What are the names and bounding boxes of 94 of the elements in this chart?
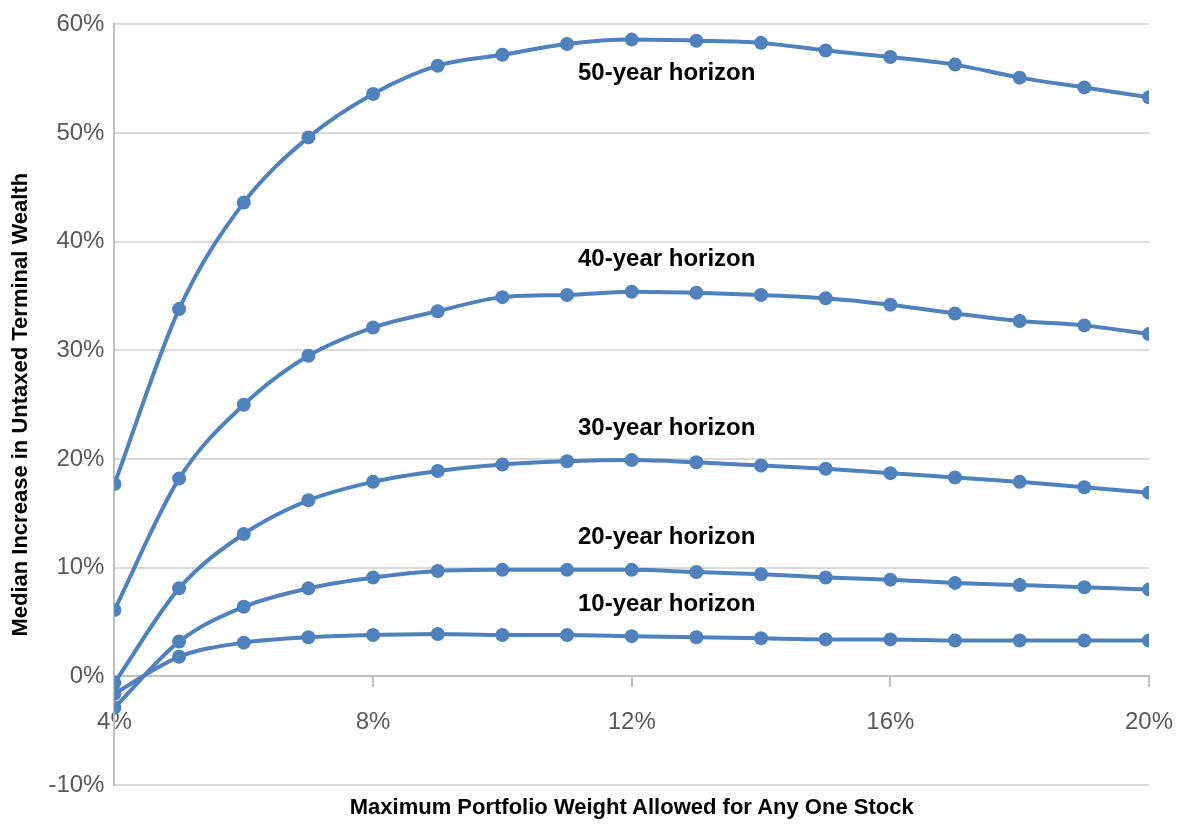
x-tick-label: 8% xyxy=(355,707,391,735)
point xyxy=(1012,70,1027,85)
point xyxy=(754,35,769,50)
point xyxy=(818,570,833,585)
point xyxy=(754,567,769,582)
point xyxy=(1077,318,1092,333)
point xyxy=(430,304,445,319)
x-tick-label: 12% xyxy=(607,707,656,735)
point xyxy=(1012,314,1027,329)
point xyxy=(430,58,445,73)
point xyxy=(818,291,833,306)
y-tick-label: 20% xyxy=(56,443,105,471)
point xyxy=(560,287,575,302)
point xyxy=(624,453,639,468)
point xyxy=(689,630,704,645)
point xyxy=(301,630,316,645)
x-tick-label: 20% xyxy=(1124,707,1174,735)
y-tick-label: 0% xyxy=(69,660,105,688)
point xyxy=(754,631,769,646)
point xyxy=(818,632,833,647)
point xyxy=(689,33,704,48)
point xyxy=(624,629,639,644)
point xyxy=(172,471,187,486)
point xyxy=(754,458,769,473)
point xyxy=(624,284,639,299)
point xyxy=(754,287,769,302)
point xyxy=(560,36,575,51)
point xyxy=(430,626,445,641)
point xyxy=(883,632,898,647)
point xyxy=(560,628,575,643)
point xyxy=(172,634,187,649)
point xyxy=(430,563,445,578)
point xyxy=(1012,633,1027,648)
point xyxy=(948,633,962,648)
point xyxy=(236,527,251,541)
point xyxy=(495,562,510,577)
series-label: 10-year horizon xyxy=(578,588,756,616)
point xyxy=(1012,474,1027,489)
point xyxy=(495,47,510,62)
y-tick-label: 30% xyxy=(56,335,105,362)
point xyxy=(495,457,510,472)
point xyxy=(624,562,639,577)
point xyxy=(495,290,510,305)
point xyxy=(430,463,445,478)
point xyxy=(236,635,251,650)
point xyxy=(366,320,381,335)
point xyxy=(172,649,187,664)
y-tick-label: 60% xyxy=(56,9,105,37)
point xyxy=(948,575,962,590)
point xyxy=(948,57,962,72)
point xyxy=(1077,480,1092,495)
point xyxy=(883,466,898,481)
point xyxy=(560,454,575,469)
point xyxy=(883,297,898,312)
y-tick-label: -10% xyxy=(48,769,105,797)
series-label: 40-year horizon xyxy=(578,244,756,272)
point xyxy=(366,570,381,585)
point xyxy=(689,285,704,300)
point xyxy=(560,562,575,577)
x-axis-title: Maximum Portfolio Weight Allowed for Any One Stock xyxy=(349,794,915,820)
point xyxy=(366,474,381,489)
point xyxy=(301,348,316,363)
point xyxy=(1012,578,1027,593)
point xyxy=(948,306,962,321)
y-axis-title: Median Increase in Untaxed Terminal Wealth xyxy=(7,172,33,637)
y-tick-label: 50% xyxy=(56,117,105,145)
point xyxy=(818,461,833,476)
point xyxy=(236,397,251,412)
point xyxy=(689,565,704,580)
point xyxy=(172,581,187,596)
series-label: 30-year horizon xyxy=(578,412,756,440)
point xyxy=(236,599,251,614)
series-label: 50-year horizon xyxy=(578,58,756,86)
x-tick-label: 16% xyxy=(866,707,915,735)
point xyxy=(883,572,898,587)
point xyxy=(301,493,316,508)
point xyxy=(301,581,316,596)
point xyxy=(236,195,251,210)
point xyxy=(883,50,898,64)
series-label: 20-year horizon xyxy=(578,522,756,550)
point xyxy=(495,628,510,643)
point xyxy=(818,43,833,58)
point xyxy=(948,470,962,485)
point xyxy=(624,32,639,47)
point xyxy=(1077,633,1092,648)
point xyxy=(689,455,704,470)
point xyxy=(172,302,187,317)
y-tick-label: 10% xyxy=(56,552,105,580)
point xyxy=(1077,580,1092,595)
point xyxy=(301,130,316,145)
point xyxy=(366,628,381,643)
point xyxy=(1077,80,1092,95)
y-tick-label: 40% xyxy=(56,226,105,254)
point xyxy=(366,86,381,101)
